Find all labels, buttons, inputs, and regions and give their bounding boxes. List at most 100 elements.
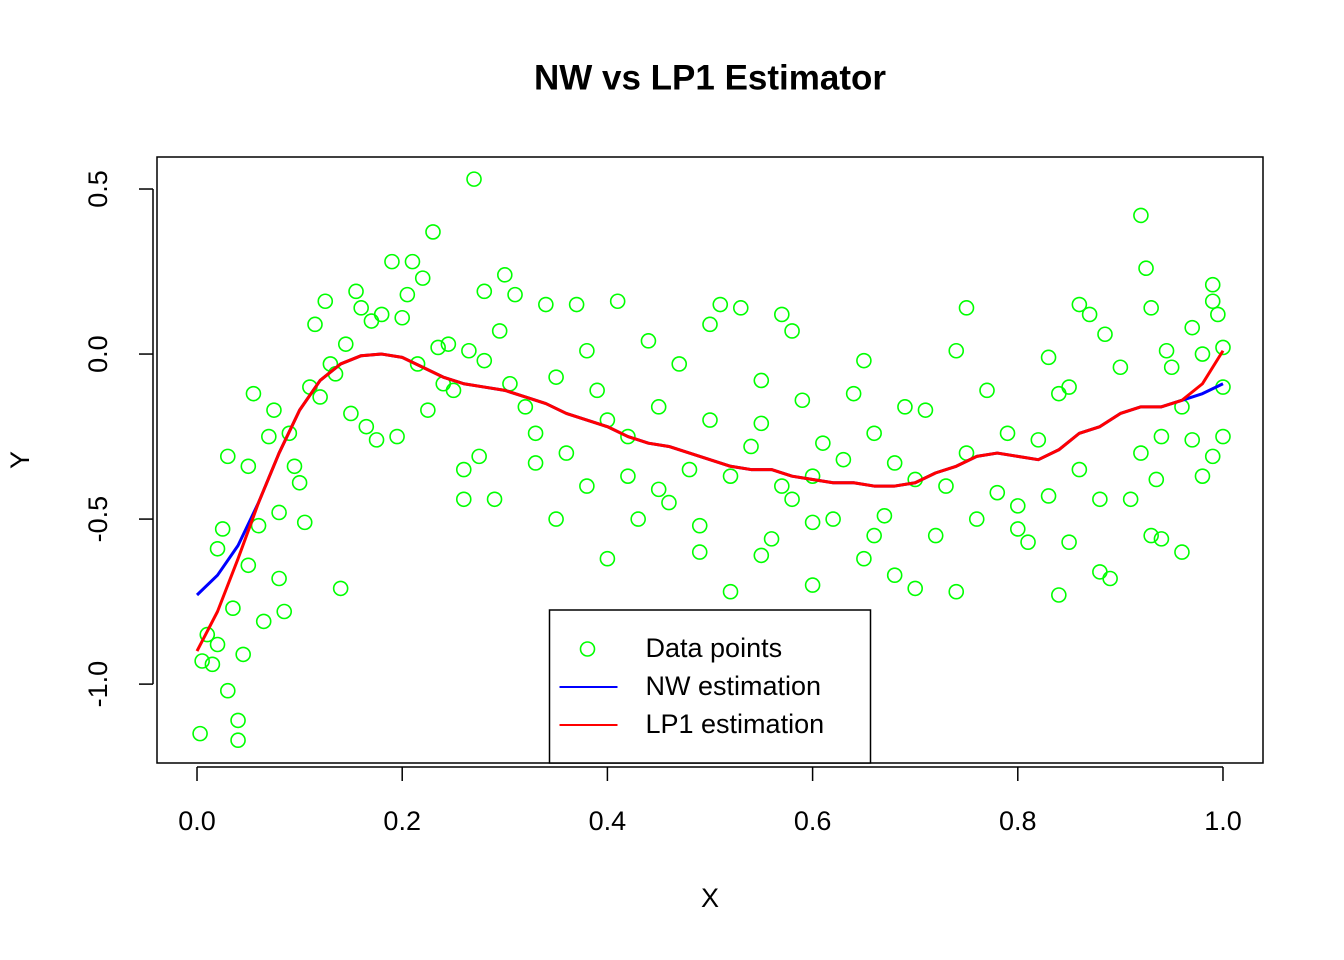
data-point bbox=[1184, 432, 1201, 448]
data-point bbox=[1102, 570, 1118, 587]
data-point bbox=[209, 540, 226, 557]
data-point bbox=[804, 468, 821, 484]
data-point bbox=[1081, 306, 1098, 323]
data-point bbox=[989, 484, 1006, 501]
data-point bbox=[856, 352, 872, 369]
data-point bbox=[1133, 445, 1149, 461]
chart-title: NW vs LP1 Estimator bbox=[534, 58, 886, 97]
data-point bbox=[348, 283, 364, 300]
data-point bbox=[1194, 346, 1211, 362]
data-point bbox=[1020, 534, 1036, 550]
data-point bbox=[343, 405, 359, 422]
data-point bbox=[630, 511, 646, 527]
data-point bbox=[897, 399, 913, 415]
data-point bbox=[291, 474, 308, 491]
data-point bbox=[245, 385, 262, 402]
data-point bbox=[1051, 385, 1067, 402]
data-point bbox=[430, 339, 446, 356]
data-point bbox=[230, 712, 246, 729]
data-point bbox=[276, 603, 293, 620]
data-point bbox=[548, 369, 564, 385]
data-point bbox=[681, 461, 698, 478]
data-point bbox=[1133, 207, 1149, 224]
data-point bbox=[548, 511, 564, 527]
legend-label: LP1 estimation bbox=[646, 709, 825, 739]
data-point bbox=[1153, 531, 1170, 547]
data-point bbox=[609, 293, 626, 310]
data-point bbox=[476, 283, 493, 300]
data-point bbox=[409, 356, 426, 372]
data-point bbox=[219, 448, 236, 465]
data-point bbox=[753, 415, 770, 432]
data-point bbox=[1204, 276, 1221, 293]
data-point bbox=[804, 577, 821, 593]
data-point bbox=[1092, 491, 1108, 508]
data-point bbox=[753, 372, 770, 389]
x-axis-label: X bbox=[701, 883, 719, 913]
data-point bbox=[1051, 587, 1067, 603]
data-point bbox=[455, 491, 472, 508]
x-tick-label: 1.0 bbox=[1204, 806, 1242, 836]
data-point bbox=[271, 504, 287, 521]
data-point bbox=[999, 425, 1016, 442]
y-tick-label: 0.0 bbox=[83, 335, 113, 373]
data-point bbox=[774, 306, 790, 323]
data-point bbox=[845, 385, 862, 402]
data-point bbox=[307, 316, 323, 333]
data-point bbox=[927, 527, 944, 544]
data-point bbox=[1215, 428, 1231, 445]
data-point bbox=[1040, 349, 1057, 366]
data-point bbox=[784, 323, 800, 339]
data-point bbox=[907, 580, 923, 597]
x-tick-label: 0.4 bbox=[589, 806, 627, 836]
data-point bbox=[425, 224, 441, 240]
data-point bbox=[266, 402, 282, 418]
data-point bbox=[491, 323, 508, 339]
data-point bbox=[353, 300, 369, 316]
data-point bbox=[968, 511, 985, 527]
data-point bbox=[1071, 461, 1088, 478]
data-point bbox=[517, 399, 534, 415]
data-point bbox=[1143, 527, 1159, 544]
data-point bbox=[192, 725, 208, 742]
data-point bbox=[389, 428, 405, 445]
x-tick-label: 0.6 bbox=[794, 806, 832, 836]
data-point bbox=[225, 600, 241, 616]
line bbox=[195, 352, 1224, 597]
data-point bbox=[399, 286, 416, 303]
data-point bbox=[194, 653, 210, 669]
data-point bbox=[1215, 339, 1231, 356]
legend-label: NW estimation bbox=[646, 671, 822, 701]
data-point bbox=[312, 389, 328, 405]
data-point bbox=[1143, 300, 1159, 316]
data-point bbox=[420, 402, 436, 418]
data-point bbox=[1204, 448, 1221, 465]
data-point bbox=[640, 333, 657, 349]
legend: Data points NW estimation LP1 estimation bbox=[548, 609, 872, 764]
data-point bbox=[538, 296, 554, 313]
data-point bbox=[445, 382, 462, 399]
data-point bbox=[368, 432, 385, 448]
data-point bbox=[917, 402, 934, 418]
data-point bbox=[461, 342, 477, 359]
data-point bbox=[507, 286, 523, 303]
data-point bbox=[476, 352, 493, 369]
data-point bbox=[722, 468, 739, 484]
data-point bbox=[876, 507, 893, 524]
data-point bbox=[579, 478, 595, 494]
data-point bbox=[286, 458, 303, 475]
data-point bbox=[317, 293, 334, 310]
data-point bbox=[620, 428, 636, 445]
data-point bbox=[825, 511, 841, 527]
data-point bbox=[866, 527, 882, 544]
data-point bbox=[230, 732, 246, 749]
data-point bbox=[579, 342, 595, 359]
data-point bbox=[948, 342, 965, 359]
data-point bbox=[1071, 296, 1088, 313]
data-point bbox=[1184, 319, 1201, 336]
data-point bbox=[774, 478, 790, 494]
data-point bbox=[1112, 359, 1129, 376]
data-point bbox=[1009, 498, 1026, 514]
data-point bbox=[404, 253, 421, 270]
